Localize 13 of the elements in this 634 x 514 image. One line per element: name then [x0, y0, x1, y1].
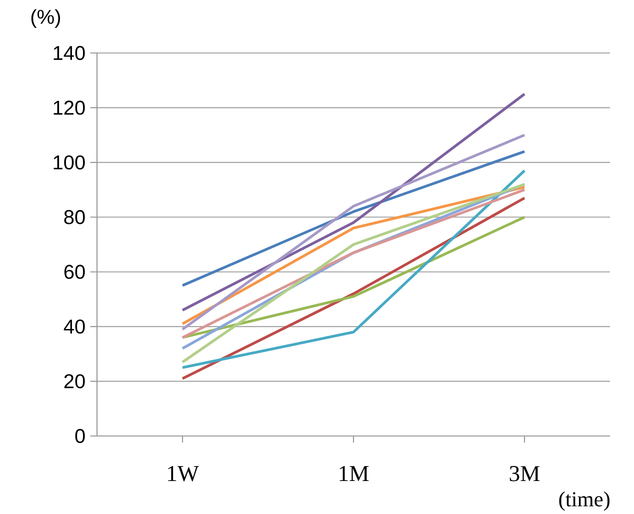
x-tick-label: 1W	[168, 466, 199, 482]
y-tick-label: 0	[75, 428, 85, 444]
y-tick-label: 40	[64, 319, 85, 334]
x-axis-title: (time)	[559, 491, 610, 511]
y-tick-label: 80	[64, 210, 85, 224]
y-tick-label: 120	[54, 100, 85, 115]
x-tick-label: 1M	[340, 466, 369, 482]
y-axis-title: (%)	[31, 9, 60, 28]
y-tick-label: 140	[54, 46, 85, 60]
y-tick-label: 100	[54, 155, 85, 170]
y-tick-label: 20	[64, 374, 85, 388]
y-tick-label: 60	[64, 264, 85, 279]
x-tick-label: 3M	[510, 466, 540, 482]
